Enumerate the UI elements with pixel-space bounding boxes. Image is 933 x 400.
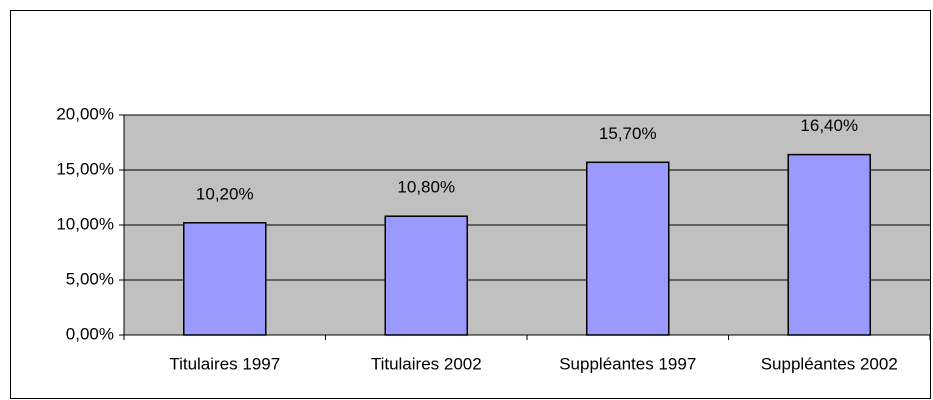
bar bbox=[183, 222, 267, 336]
value-label: 16,40% bbox=[800, 116, 858, 135]
y-tick-label: 15,00% bbox=[56, 159, 114, 178]
x-tick-label: Suppléantes 1997 bbox=[559, 354, 696, 373]
value-label: 10,20% bbox=[196, 184, 254, 203]
value-label: 15,70% bbox=[599, 124, 657, 143]
bar bbox=[586, 161, 670, 336]
y-tick-label: 0,00% bbox=[66, 324, 114, 343]
x-tick-label: Titulaires 1997 bbox=[169, 354, 280, 373]
y-tick-label: 20,00% bbox=[56, 104, 114, 123]
x-tick-label: Titulaires 2002 bbox=[371, 354, 482, 373]
y-tick-label: 10,00% bbox=[56, 214, 114, 233]
bar bbox=[787, 153, 871, 336]
y-tick-label: 5,00% bbox=[66, 269, 114, 288]
bar bbox=[384, 215, 468, 336]
x-tick-label: Suppléantes 2002 bbox=[761, 354, 898, 373]
value-label: 10,80% bbox=[397, 178, 455, 197]
